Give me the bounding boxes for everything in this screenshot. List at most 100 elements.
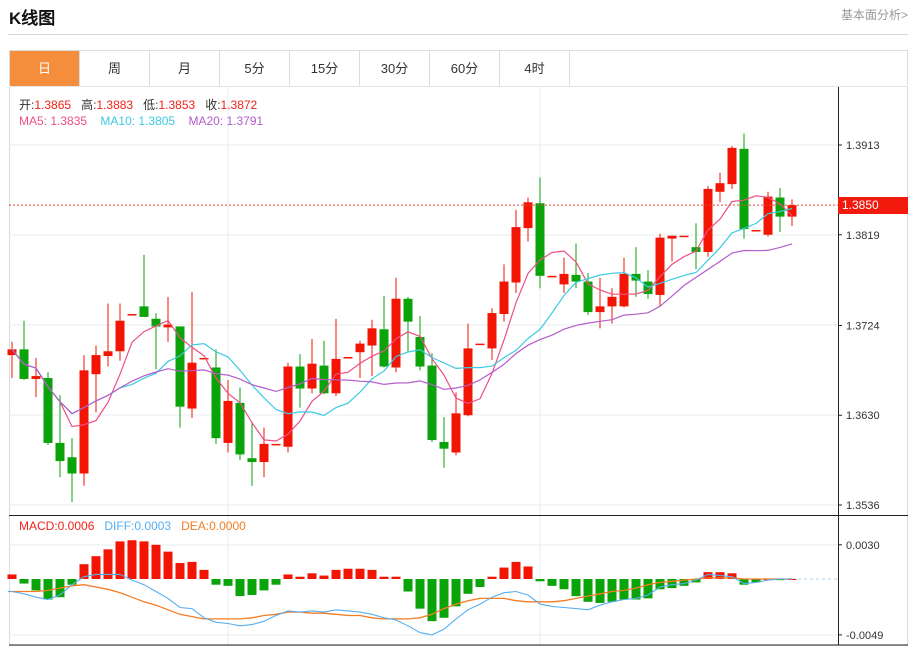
macd-bar-negative [619,579,629,600]
candle-up [283,366,293,447]
macd-bar-positive [487,576,497,579]
candle-up [163,324,173,328]
macd-bar-negative [571,579,581,597]
ohlc-legend: 开:1.3865 高:1.3883 低:1.3853 收:1.3872 [19,96,257,113]
candle-up [667,235,677,239]
macd-bar-positive [139,541,149,579]
candle-down [235,402,245,455]
candle-up [475,343,485,346]
macd-bar-negative [655,579,665,590]
candle-up [307,363,317,389]
macd-bar-positive [331,569,341,579]
macd-bar-positive [175,563,185,579]
close-label: 收: [205,98,221,112]
y-tick-label: 1.3724 [846,320,880,332]
candle-down [415,336,425,367]
candle-up [199,357,209,360]
macd-bar-positive [283,574,293,579]
candle-up [763,196,773,235]
high-value: 1.3883 [96,98,134,112]
macd-bar-negative [559,579,569,590]
macd-bar-positive [355,568,365,579]
macd-bar-positive [115,541,125,579]
low-value: 1.3853 [158,98,196,112]
open-label: 开: [19,98,35,112]
candle-up [547,275,557,278]
dea-line [8,577,792,620]
macd-bar-negative [595,579,605,603]
candle-up [367,328,377,346]
macd-bar-positive [307,573,317,579]
macd-y-tick-label: -0.0049 [846,630,883,642]
macd-bar-negative [439,579,449,618]
ma20-line [11,243,793,415]
tab-30min[interactable]: 30分 [360,51,430,86]
header-divider [8,34,908,35]
macd-bar-negative [259,579,269,591]
tab-5min[interactable]: 5分 [220,51,290,86]
candle-up [679,235,689,238]
ma5-value: MA5: 1.3835 [19,114,88,128]
candles [7,133,797,503]
macd-bar-negative [211,579,221,585]
candle-up [7,349,17,356]
axes: 1.3913 1.3819 1.3724 1.3630 1.3536 0.0030 -0.0… [9,87,908,646]
macd-bar-negative [223,579,233,586]
candle-up [259,443,269,463]
tab-day[interactable]: 日 [10,51,80,86]
tab-4hour[interactable]: 4时 [500,51,570,86]
macd-bar-negative [235,579,245,597]
fundamental-analysis-link[interactable]: 基本面分析> [840,8,908,22]
ma5-line [11,195,793,442]
macd-bar-positive [151,544,161,579]
tab-15min[interactable]: 15分 [290,51,360,86]
macd-bar-negative [631,579,641,600]
macd-bar-negative [451,579,461,607]
macd-bar-negative [463,579,473,594]
macd-bar-positive [523,566,533,579]
macd-value: MACD:0.0006 [19,519,95,533]
macd-bar-negative [667,579,677,589]
candle-down [151,318,161,327]
macd-bar-positive [319,575,329,579]
candle-up [751,229,761,232]
ma-lines [11,195,793,442]
candle-down [247,458,257,463]
macd-bar-negative [31,579,41,591]
candle-down [403,298,413,322]
candle-up [91,355,101,375]
macd-bar-positive [367,569,377,579]
macd-bar-negative [643,579,653,599]
candle-up [655,237,665,295]
candle-up [559,273,569,285]
candle-up [355,343,365,353]
macd-bar-positive [391,576,401,579]
macd-bar-positive [127,540,137,579]
candle-up [187,362,197,409]
tab-month[interactable]: 月 [150,51,220,86]
candle-up [331,358,341,394]
macd-bar-negative [271,579,281,585]
candle-down [583,281,593,313]
macd-bar-positive [343,568,353,579]
macd-bar-positive [199,569,209,579]
candle-up [523,202,533,229]
macd-bar-negative [403,579,413,592]
ma-legend: MA5: 1.3835 MA10: 1.3805 MA20: 1.3791 [19,114,263,128]
macd-bar-positive [511,561,521,579]
candle-up [703,188,713,252]
tab-week[interactable]: 周 [80,51,150,86]
candle-down [427,365,437,441]
candle-up [595,306,605,313]
candle-up [127,314,137,316]
macd-bar-negative [739,579,749,585]
macd-bar-negative [607,579,617,602]
y-tick-label: 1.3536 [846,500,880,512]
candle-up [391,298,401,368]
candle-down [43,377,53,443]
tab-60min[interactable]: 60分 [430,51,500,86]
candle-up [619,273,629,307]
macd-bar-positive [103,549,113,579]
current-price-tag: 1.3850 [838,197,908,214]
